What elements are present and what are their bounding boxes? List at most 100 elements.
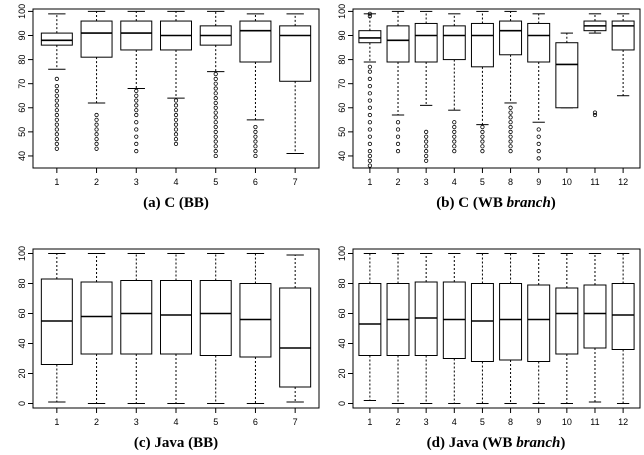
y-tick-label: 90 xyxy=(17,30,27,40)
caption-close: ) xyxy=(560,435,565,451)
outlier-point xyxy=(173,108,179,113)
y-tick-label: 40 xyxy=(337,338,347,348)
outlier-point xyxy=(367,69,372,74)
box-body xyxy=(611,20,635,51)
outlier-point xyxy=(367,149,372,154)
chart-caption: (d) Java (WB branch) xyxy=(427,435,566,451)
outlier-point xyxy=(54,103,59,108)
outlier-point xyxy=(54,112,59,118)
y-tick-label: 70 xyxy=(337,79,347,89)
box-body xyxy=(470,283,494,362)
outlier-point xyxy=(253,129,258,134)
box-2 xyxy=(80,10,113,151)
outlier-point xyxy=(480,129,485,134)
box-4 xyxy=(442,13,466,154)
box-body xyxy=(160,280,192,355)
outlier-point xyxy=(134,134,139,139)
box-9 xyxy=(527,13,551,161)
outlier-point xyxy=(480,144,485,149)
x-tick-label: 8 xyxy=(508,177,513,187)
outlier-point xyxy=(508,115,513,120)
outlier-point xyxy=(213,86,218,91)
y-tick-label: 60 xyxy=(337,308,347,318)
outlier-point xyxy=(134,93,139,98)
outlier-point xyxy=(367,64,372,69)
x-tick-label: 5 xyxy=(213,417,218,427)
outlier-point xyxy=(173,98,179,103)
chart-caption: (a) C (BB) xyxy=(143,195,209,211)
box-body xyxy=(499,20,523,56)
box-body xyxy=(80,281,113,355)
y-tick-label: 100 xyxy=(337,4,347,19)
box-body xyxy=(358,30,382,44)
box-3 xyxy=(414,253,438,404)
outlier-point xyxy=(424,139,429,144)
box-5 xyxy=(199,10,232,159)
x-tick-label: 5 xyxy=(480,177,485,187)
outlier-point xyxy=(213,105,218,110)
box-body xyxy=(80,20,113,58)
box-10 xyxy=(555,253,579,404)
outlier-point xyxy=(480,149,485,154)
outlier-point xyxy=(134,141,139,147)
x-tick-label: 5 xyxy=(480,417,485,427)
outlier-point xyxy=(452,124,457,130)
outlier-point xyxy=(134,98,139,103)
x-tick-label: 9 xyxy=(536,417,541,427)
outlier-point xyxy=(508,124,513,130)
x-tick-label: 6 xyxy=(253,417,258,427)
box-body xyxy=(40,32,73,46)
outlier-point xyxy=(54,141,59,147)
outlier-point xyxy=(452,149,457,154)
y-tick-label: 50 xyxy=(337,127,347,137)
x-tick-label: 12 xyxy=(618,417,628,427)
outlier-point xyxy=(508,120,513,125)
outlier-point xyxy=(213,139,218,144)
y-tick-label: 90 xyxy=(337,30,347,40)
y-tick-label: 0 xyxy=(337,401,347,406)
outlier-point xyxy=(173,103,179,108)
outlier-point xyxy=(134,108,139,113)
box-body xyxy=(499,283,523,361)
outlier-point xyxy=(367,127,372,132)
outlier-point xyxy=(54,132,59,137)
outlier-point xyxy=(94,127,99,132)
x-tick-label: 3 xyxy=(134,177,139,187)
box-4 xyxy=(442,253,466,404)
outlier-point xyxy=(253,149,258,154)
outlier-point xyxy=(54,122,59,127)
outlier-point xyxy=(134,112,139,118)
outlier-point xyxy=(213,91,218,96)
box-body xyxy=(583,284,607,349)
x-tick-label: 1 xyxy=(367,417,372,427)
outlier-point xyxy=(592,110,598,115)
y-tick-label: 80 xyxy=(17,55,27,65)
box-4 xyxy=(160,10,192,147)
outlier-point xyxy=(424,158,429,163)
outlier-point xyxy=(173,132,179,137)
box-11 xyxy=(583,253,607,403)
box-body xyxy=(414,22,438,63)
y-tick-label: 0 xyxy=(17,401,27,406)
y-tick-label: 60 xyxy=(17,103,27,113)
outlier-point xyxy=(395,141,401,147)
outlier-point xyxy=(173,141,179,147)
outlier-point xyxy=(173,112,179,118)
outlier-point xyxy=(592,112,598,118)
box-8 xyxy=(499,10,523,154)
box-body xyxy=(120,280,153,355)
x-tick-label: 6 xyxy=(253,177,258,187)
outlier-point xyxy=(508,110,513,115)
outlier-point xyxy=(134,88,139,94)
box-9 xyxy=(527,253,551,404)
outlier-point xyxy=(94,117,99,122)
outlier-point xyxy=(54,83,59,89)
outlier-point xyxy=(424,144,429,149)
outlier-point xyxy=(536,127,541,132)
outlier-point xyxy=(54,117,59,122)
outlier-point xyxy=(173,122,179,127)
box-10 xyxy=(555,32,579,109)
outlier-point xyxy=(424,134,429,139)
outlier-point xyxy=(253,124,258,130)
